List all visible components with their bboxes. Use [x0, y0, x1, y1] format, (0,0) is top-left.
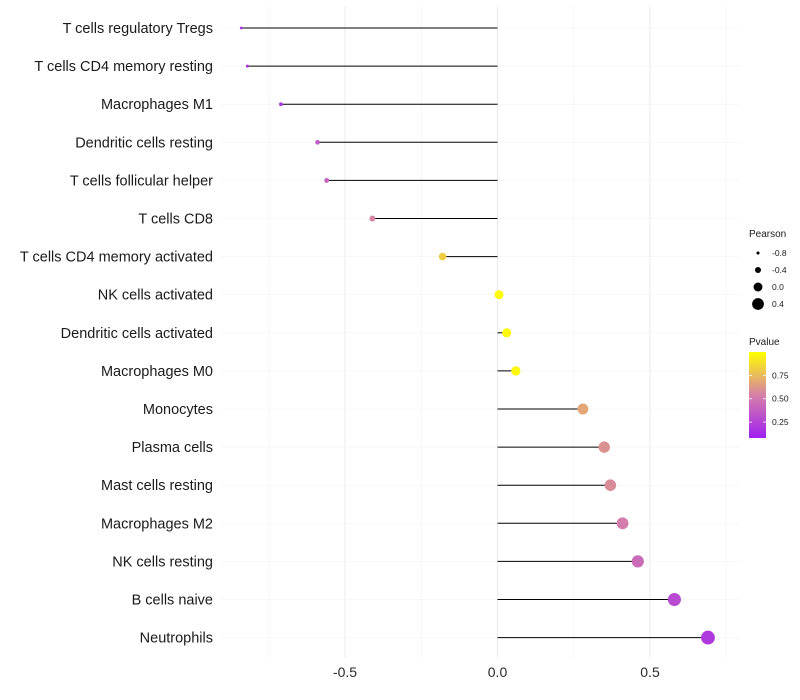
lollipop-point: [494, 290, 504, 300]
lollipop-point: [279, 102, 283, 107]
lollipop-point: [701, 630, 715, 645]
size-legend-key: [755, 267, 761, 273]
lollipop-point: [616, 517, 629, 530]
color-legend-label: 0.25: [772, 417, 789, 427]
category-label: Mast cells resting: [101, 478, 213, 494]
size-legend-label: -0.8: [772, 248, 787, 258]
size-legend-title: Pearson: [749, 229, 786, 240]
category-label: T cells follicular helper: [70, 173, 213, 189]
x-tick-label: 0.5: [640, 664, 660, 680]
category-label: Macrophages M2: [101, 516, 213, 532]
category-label: NK cells activated: [98, 288, 213, 304]
size-legend-label: 0.0: [772, 282, 784, 292]
size-legend-label: 0.4: [772, 299, 784, 309]
lollipop-point: [577, 403, 589, 415]
size-legend-label: -0.4: [772, 265, 787, 275]
lollipop-point: [502, 328, 512, 338]
color-legend-label: 0.75: [772, 370, 789, 380]
lollipop-point: [511, 366, 521, 376]
lollipop-point: [667, 592, 681, 607]
category-label: Dendritic cells resting: [75, 135, 213, 151]
color-legend-bar: [749, 352, 766, 438]
lollipop-point: [598, 441, 610, 453]
size-legend-key: [752, 298, 764, 310]
x-tick-label: -0.5: [333, 664, 357, 680]
category-label: T cells regulatory Tregs: [63, 21, 213, 37]
category-label: T cells CD4 memory activated: [20, 250, 213, 266]
category-label: Plasma cells: [132, 440, 213, 456]
color-legend-label: 0.50: [772, 394, 789, 404]
lollipop-point: [239, 26, 243, 30]
lollipop-point: [245, 64, 249, 68]
x-tick-label: 0.0: [488, 664, 508, 680]
lollipop-point: [369, 215, 376, 222]
category-label: Monocytes: [143, 402, 213, 418]
category-label: Dendritic cells activated: [61, 326, 213, 342]
lollipop-point: [324, 177, 330, 183]
category-label: NK cells resting: [112, 554, 213, 570]
lollipop-point: [315, 139, 320, 145]
category-label: T cells CD8: [138, 212, 213, 228]
lollipop-point: [604, 479, 617, 491]
category-label: B cells naive: [132, 593, 213, 609]
category-label: Macrophages M0: [101, 364, 213, 380]
lollipop-point: [438, 252, 447, 261]
category-label: Neutrophils: [140, 631, 213, 647]
lollipop-point: [631, 555, 644, 568]
category-label: Macrophages M1: [101, 97, 213, 113]
color-legend-title: Pvalue: [749, 337, 780, 348]
size-legend-key: [753, 282, 763, 292]
category-label: T cells CD4 memory resting: [34, 59, 213, 75]
size-legend-key: [756, 251, 760, 255]
